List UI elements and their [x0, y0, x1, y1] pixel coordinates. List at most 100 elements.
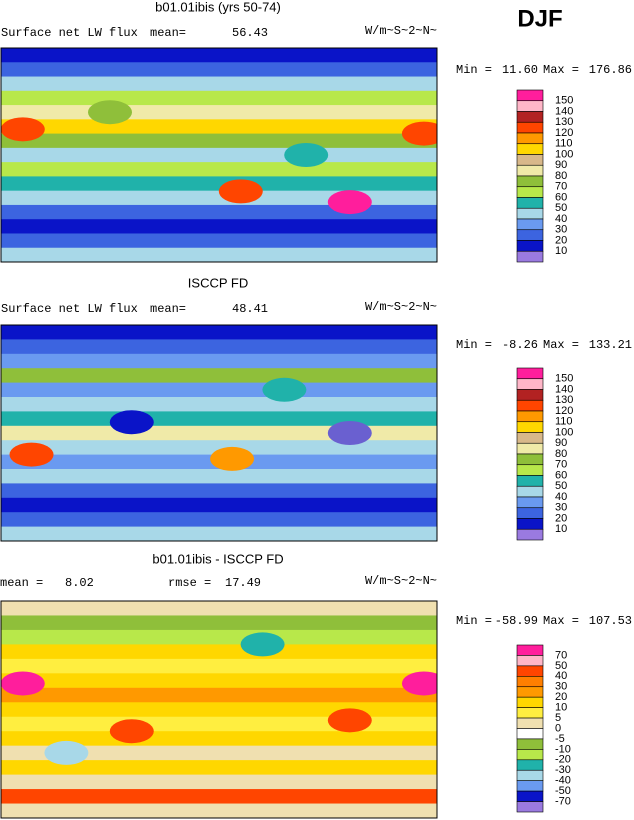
colorbar-box: [516, 175, 544, 188]
season-label: DJF: [517, 5, 562, 32]
map-band: [1, 644, 437, 660]
map-band: [1, 673, 437, 689]
colorbar-label: -20: [555, 754, 571, 766]
map-blob: [44, 740, 89, 765]
colorbar-label: 80: [555, 448, 567, 460]
colorbar-label: 150: [555, 373, 573, 385]
colorbar-box: [516, 132, 544, 145]
colorbar-label: 20: [555, 512, 567, 524]
colorbar-label: -50: [555, 785, 571, 797]
colorbar-box: [516, 100, 544, 112]
colorbar-box: [516, 665, 544, 677]
colorbar-box: [516, 769, 544, 781]
map-blob: [88, 100, 132, 125]
colorbar-box: [516, 464, 544, 476]
colorbar-label: -40: [555, 775, 571, 787]
colorbar-box: [516, 389, 544, 401]
panel-title: ISCCP FD: [188, 275, 248, 290]
map-band: [1, 774, 437, 791]
colorbar-box: [516, 143, 544, 155]
map-band: [1, 382, 437, 398]
colorbar-label: 60: [555, 191, 567, 203]
colorbar-box: [516, 780, 544, 792]
colorbar-label: 50: [555, 202, 567, 214]
stat-label: mean=: [150, 26, 186, 40]
map-blob: [262, 377, 307, 402]
min-value: -58.99: [495, 614, 538, 628]
stat-value: 48.41: [232, 302, 268, 316]
colorbar-label: 100: [555, 148, 573, 160]
map-band: [1, 233, 437, 249]
map-band: [1, 687, 437, 704]
colorbar-label: 110: [555, 138, 573, 150]
colorbar-label: 80: [555, 170, 567, 182]
colorbar-label: 40: [555, 213, 567, 225]
map-band: [1, 48, 437, 64]
colorbar-label: 60: [555, 469, 567, 481]
colorbar-label: 90: [555, 159, 567, 171]
map-blob: [9, 442, 54, 467]
map-band: [1, 512, 437, 528]
colorbar-box: [516, 399, 544, 412]
colorbar-label: 70: [555, 181, 567, 193]
colorbar-box: [516, 89, 544, 102]
map-band: [1, 353, 437, 370]
map-band: [1, 497, 437, 514]
map-frame: [0, 47, 438, 263]
map-band: [1, 247, 437, 262]
map-band: [1, 62, 437, 78]
max-label: Max =: [543, 338, 579, 352]
map-band: [1, 325, 437, 341]
colorbar-box: [516, 229, 544, 241]
colorbar-label: 10: [555, 245, 567, 257]
colorbar-box: [516, 111, 544, 123]
map-frame: [0, 324, 438, 542]
map-blob: [284, 143, 329, 167]
max-value: 176.86: [589, 63, 632, 77]
map-blob: [327, 708, 372, 733]
min-value: -8.26: [502, 338, 538, 352]
colorbar-label: 130: [555, 394, 573, 406]
map: [1, 48, 437, 262]
map-band: [1, 440, 437, 456]
map-band: [1, 133, 437, 149]
colorbar-box: [516, 432, 544, 444]
map-blob: [210, 446, 255, 471]
colorbar-box: [516, 717, 544, 729]
map-blob: [218, 179, 263, 204]
map-blob: [401, 671, 437, 696]
colorbar-box: [516, 250, 544, 263]
map-band: [1, 119, 437, 135]
map-band: [1, 760, 437, 776]
panel-title: b01.01ibis (yrs 50-74): [155, 0, 281, 14]
map-band: [1, 615, 437, 631]
map-blob: [401, 121, 437, 146]
map-frame: [0, 600, 438, 819]
map-band: [1, 425, 437, 442]
colorbar-box: [516, 421, 544, 433]
colorbar-label: 10: [555, 523, 567, 535]
map-band: [1, 702, 437, 718]
colorbar-box: [516, 676, 544, 688]
stat-label: rmse =: [168, 576, 211, 590]
colorbar-box: [516, 759, 544, 771]
units-label: W/m~S~2~N~: [365, 24, 437, 38]
colorbar-box: [516, 453, 544, 466]
colorbar-label: -30: [555, 764, 571, 776]
colorbar-box: [516, 728, 544, 740]
colorbar-box: [516, 240, 544, 252]
map-band: [1, 339, 437, 355]
map-blob: [1, 671, 45, 696]
colorbar-box: [516, 801, 544, 813]
colorbar-label: -70: [555, 795, 571, 807]
map-blob: [1, 117, 45, 142]
colorbar-label: 50: [555, 660, 567, 672]
colorbar-label: 40: [555, 670, 567, 682]
map-band: [1, 731, 437, 747]
stat-label: mean =: [0, 576, 43, 590]
min-value: 11.60: [502, 63, 538, 77]
colorbar-label: 140: [555, 105, 573, 117]
colorbar-label: 30: [555, 502, 567, 514]
map-band: [1, 411, 437, 427]
colorbar-box: [516, 378, 544, 390]
